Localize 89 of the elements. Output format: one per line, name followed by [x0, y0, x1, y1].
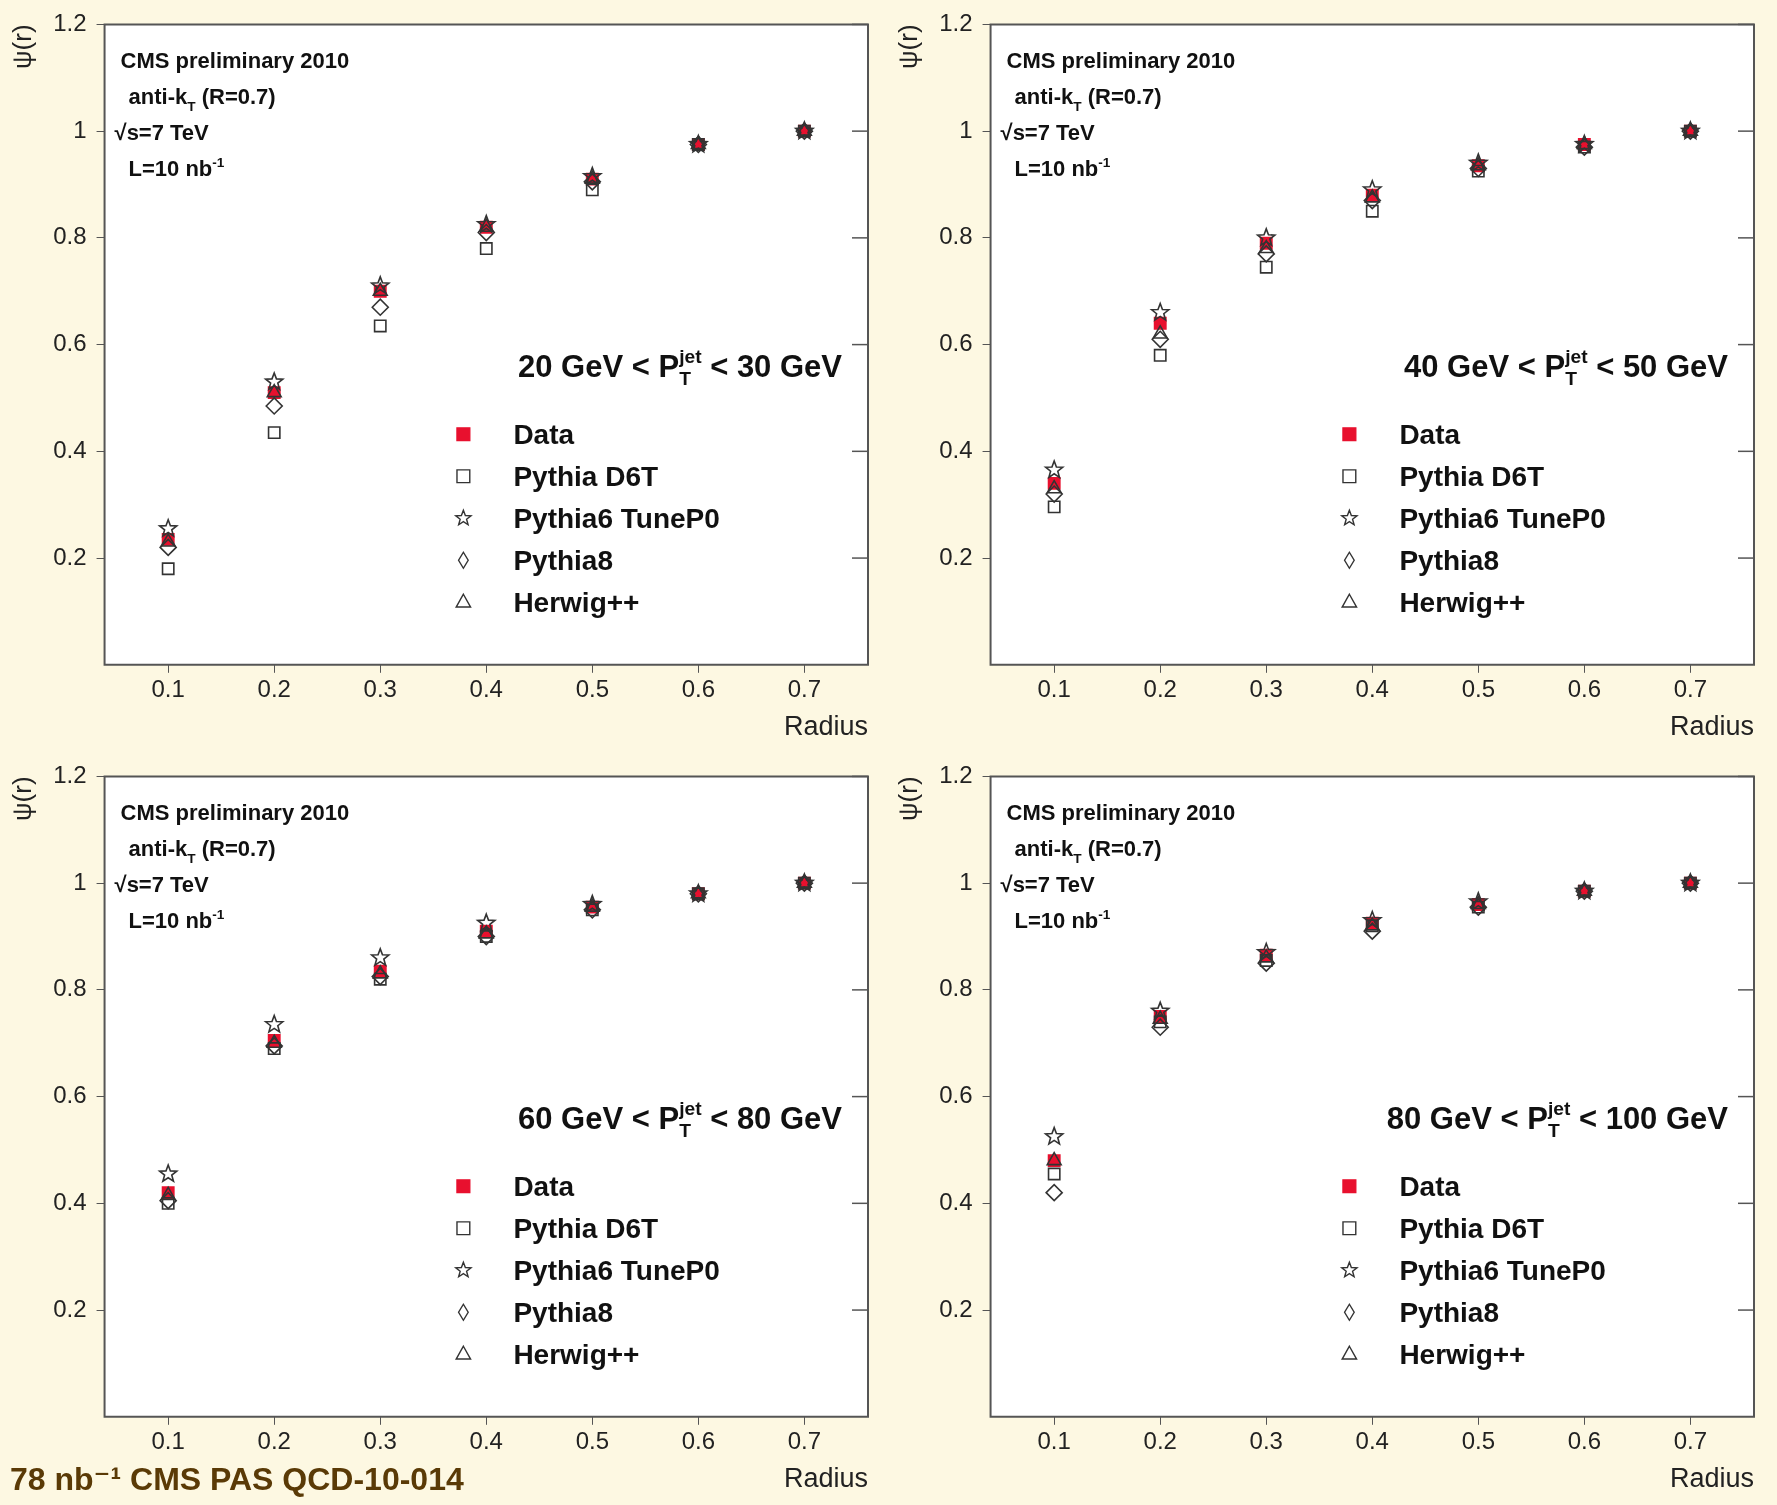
- legend-label: Pythia6 TuneP0: [1399, 503, 1606, 535]
- x-tick-label: 0.6: [681, 674, 716, 702]
- legend-label: Data: [1399, 1171, 1461, 1203]
- x-tick-label: 0.5: [575, 674, 609, 702]
- annotation: CMS preliminary 2010: [120, 48, 350, 74]
- x-axis-title: Radius: [783, 711, 868, 742]
- y-tick-label: 1.2: [53, 761, 87, 789]
- annotation: √s=7 TeV: [1000, 120, 1096, 146]
- x-tick-label: 0.1: [151, 1426, 185, 1454]
- legend-label: Pythia6 TuneP0: [513, 503, 720, 535]
- y-tick-label: 1.2: [939, 9, 973, 37]
- x-tick-label: 0.1: [1037, 674, 1071, 702]
- x-tick-label: 0.2: [1143, 674, 1177, 702]
- legend-label: Pythia8: [1399, 545, 1499, 577]
- y-tick-label: 1: [73, 867, 87, 895]
- x-tick-label: 0.7: [787, 1426, 822, 1454]
- y-tick-label: 0.8: [939, 222, 973, 250]
- x-tick-label: 0.7: [1673, 1426, 1708, 1454]
- legend-label: Pythia D6T: [1399, 461, 1545, 493]
- x-axis-title: Radius: [1669, 711, 1754, 742]
- legend-label: Pythia6 TuneP0: [1399, 1255, 1606, 1287]
- x-tick-label: 0.2: [1143, 1426, 1177, 1454]
- legend-label: Herwig++: [1399, 1339, 1526, 1371]
- annotation: CMS preliminary 2010: [120, 800, 350, 826]
- legend-label: Pythia6 TuneP0: [513, 1255, 720, 1287]
- y-tick-label: 0.8: [53, 222, 87, 250]
- x-tick-label: 0.3: [1249, 1426, 1283, 1454]
- x-tick-label: 0.1: [151, 674, 185, 702]
- y-tick-label: 1.2: [53, 9, 87, 37]
- x-axis-title: Radius: [783, 1463, 868, 1494]
- x-tick-label: 0.6: [1567, 1426, 1602, 1454]
- legend-label: Pythia D6T: [513, 1213, 659, 1245]
- x-tick-label: 0.1: [1037, 1426, 1071, 1454]
- y-tick-label: 0.2: [939, 1294, 973, 1322]
- y-tick-label: 0.2: [939, 542, 973, 570]
- y-tick-label: 1.2: [939, 761, 973, 789]
- legend-label: Pythia8: [1399, 1297, 1499, 1329]
- y-tick-label: 0.4: [53, 435, 87, 463]
- x-tick-label: 0.4: [469, 1426, 503, 1454]
- legend-label: Data: [513, 419, 575, 451]
- legend-label: Herwig++: [513, 1339, 640, 1371]
- x-tick-label: 0.6: [681, 1426, 716, 1454]
- legend-label: Data: [1399, 419, 1461, 451]
- y-axis-title: ψ(r): [6, 776, 37, 821]
- x-tick-label: 0.7: [787, 674, 822, 702]
- x-tick-label: 0.5: [575, 1426, 609, 1454]
- y-tick-label: 0.8: [53, 974, 87, 1002]
- legend-label: Data: [513, 1171, 575, 1203]
- legend-label: Pythia D6T: [1399, 1213, 1545, 1245]
- x-tick-label: 0.7: [1673, 674, 1708, 702]
- x-tick-label: 0.3: [1249, 674, 1283, 702]
- x-tick-label: 0.4: [469, 674, 503, 702]
- y-tick-label: 1: [73, 115, 87, 143]
- annotation: CMS preliminary 2010: [1006, 48, 1236, 74]
- legend-label: Herwig++: [1399, 587, 1526, 619]
- x-tick-label: 0.5: [1461, 1426, 1495, 1454]
- y-tick-label: 1: [959, 115, 973, 143]
- y-tick-label: 0.6: [939, 329, 973, 357]
- legend-label: Herwig++: [513, 587, 640, 619]
- annotation: √s=7 TeV: [114, 872, 210, 898]
- x-tick-label: 0.2: [257, 1426, 291, 1454]
- y-tick-label: 0.6: [53, 329, 87, 357]
- y-tick-label: 0.4: [939, 1187, 973, 1215]
- y-tick-label: 0.4: [53, 1187, 87, 1215]
- y-tick-label: 0.8: [939, 974, 973, 1002]
- x-tick-label: 0.3: [363, 674, 397, 702]
- legend-label: Pythia D6T: [513, 461, 659, 493]
- text: 78 nb⁻¹ CMS PAS QCD-10-014: [10, 1461, 464, 1497]
- x-tick-label: 0.5: [1461, 674, 1495, 702]
- y-tick-label: 0.4: [939, 435, 973, 463]
- y-tick-label: 1: [959, 867, 973, 895]
- y-tick-label: 0.2: [53, 542, 87, 570]
- y-axis-title: ψ(r): [892, 24, 923, 69]
- x-axis-title: Radius: [1669, 1463, 1754, 1494]
- annotation: √s=7 TeV: [1000, 872, 1096, 898]
- annotation: CMS preliminary 2010: [1006, 800, 1236, 826]
- x-tick-label: 0.4: [1355, 674, 1389, 702]
- y-axis-title: ψ(r): [892, 776, 923, 821]
- y-tick-label: 0.2: [53, 1294, 87, 1322]
- y-tick-label: 0.6: [53, 1081, 87, 1109]
- y-tick-label: 0.6: [939, 1081, 973, 1109]
- x-tick-label: 0.6: [1567, 674, 1602, 702]
- x-tick-label: 0.2: [257, 674, 291, 702]
- legend-label: Pythia8: [513, 1297, 613, 1329]
- legend-label: Pythia8: [513, 545, 613, 577]
- x-tick-label: 0.4: [1355, 1426, 1389, 1454]
- y-axis-title: ψ(r): [6, 24, 37, 69]
- x-tick-label: 0.3: [363, 1426, 397, 1454]
- annotation: √s=7 TeV: [114, 120, 210, 146]
